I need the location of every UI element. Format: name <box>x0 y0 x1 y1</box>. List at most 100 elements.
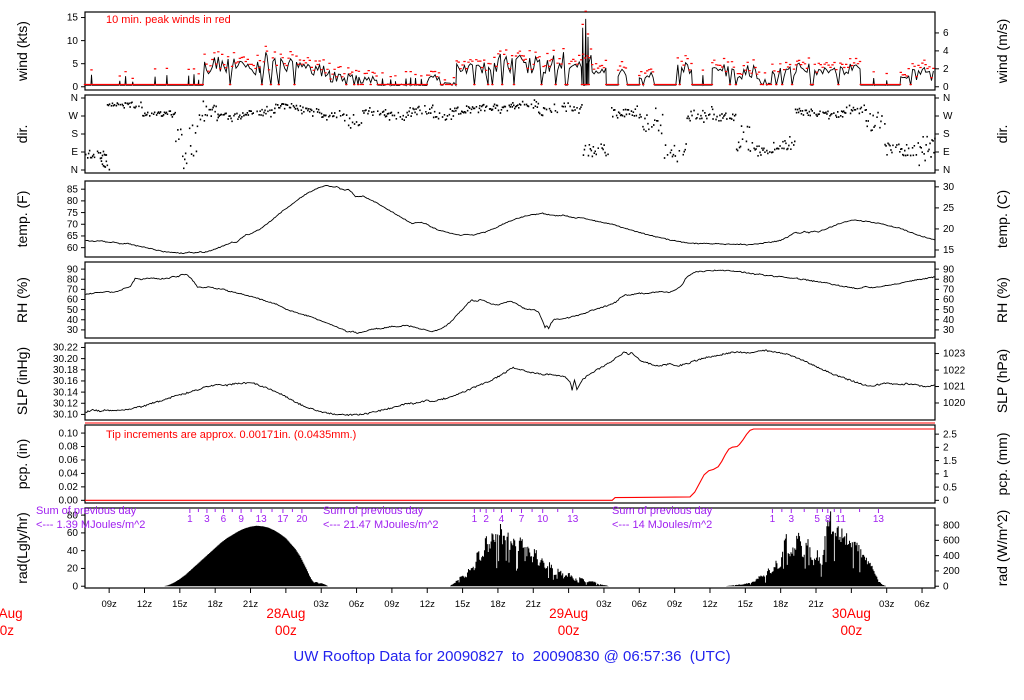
rh-ytick-label-left: 90 <box>67 264 79 275</box>
temp-ytick-label-left: 85 <box>67 184 79 195</box>
rad-cum-label: 17 <box>277 514 289 525</box>
rh-ytick-label-left: 60 <box>67 295 79 306</box>
slp-ytick-label-left: 30.18 <box>53 365 78 376</box>
dir-ytick-label-left: E <box>71 147 78 158</box>
rh-ytick-label-right: 40 <box>943 315 955 326</box>
rh-axis-label-left: RH (%) <box>14 277 30 323</box>
slp-ytick-label-left: 30.20 <box>53 354 78 365</box>
x-tick-label: 06z <box>632 599 648 610</box>
rad-cum-label: 10 <box>537 514 549 525</box>
temp-ytick-label-left: 60 <box>67 243 79 254</box>
temp-series <box>85 184 936 255</box>
rh-ytick-label-right: 30 <box>943 325 955 336</box>
wind-ytick-label-right: 6 <box>943 28 949 39</box>
pcp-ytick-label-left: 0.04 <box>59 469 79 480</box>
slp-axis-label-right: SLP (hPa) <box>994 348 1010 414</box>
pcp-panel <box>84 424 936 504</box>
wind-sustained-series <box>85 18 934 87</box>
rad-day-sum-3-title: Sum of previous day <box>612 505 713 517</box>
x-tick-label: 12z <box>702 599 718 610</box>
x-tick-label: 18z <box>490 599 506 610</box>
wind-ytick-label-right: 0 <box>943 82 949 93</box>
pcp-axis-label-right: pcp. (mm) <box>994 432 1010 496</box>
day-time-label: 00z <box>0 623 14 638</box>
rad-cum-label: 7 <box>519 514 525 525</box>
rad-cum-label: 4 <box>499 514 505 525</box>
rad-cum-label: 20 <box>296 514 308 525</box>
slp-ytick-label-right: 1022 <box>943 365 966 376</box>
pcp-ytick-label-right: 0 <box>943 496 949 507</box>
rad-ytick-label-right: 200 <box>943 566 960 577</box>
wind-ytick-label-right: 4 <box>943 46 949 57</box>
slp-panel <box>84 342 936 421</box>
temp-ytick-label-right: 30 <box>943 182 955 193</box>
rh-ytick-label-right: 90 <box>943 264 955 275</box>
x-tick-label: 21z <box>243 599 259 610</box>
dir-axis-label-left: dir. <box>14 124 30 144</box>
x-tick-label: 09z <box>384 599 400 610</box>
wind-peak-series <box>83 10 935 86</box>
day-label: 29Aug <box>549 606 588 621</box>
rad-ytick-label-right: 400 <box>943 551 960 562</box>
x-tick-label: 21z <box>526 599 542 610</box>
pcp-ytick-label-right: 2 <box>943 443 949 454</box>
dir-ytick-label-right: N <box>943 165 950 176</box>
pcp-ytick-label-right: 1 <box>943 469 949 480</box>
wind-axis-label-left: wind (kts) <box>14 21 30 81</box>
pcp-ytick-label-left: 0.00 <box>59 496 79 507</box>
x-tick-label: 15z <box>172 599 188 610</box>
dir-ytick-label-right: S <box>943 129 950 140</box>
rh-ytick-label-left: 50 <box>67 305 79 316</box>
day-time-label: 00z <box>840 623 862 638</box>
day-time-label: 00z <box>558 623 580 638</box>
pcp-ytick-label-left: 0.06 <box>59 455 79 466</box>
rad-day-sum-2: Sum of previous day <--- 21.47 MJoules/m… <box>323 504 439 532</box>
slp-axis-label-left: SLP (inHg) <box>14 346 30 416</box>
temp-ytick-label-right: 25 <box>943 203 955 214</box>
wind-ytick-label-left: 0 <box>72 82 78 93</box>
rad-day-sum-3-value: <--- 14 MJoules/m^2 <box>612 519 713 531</box>
temp-ytick-label-right: 20 <box>943 224 955 235</box>
day-label: 27Aug <box>0 606 23 621</box>
rh-ytick-label-right: 50 <box>943 305 955 316</box>
rad-day-sum-1-value: <--- 1.39 MJoules/m^2 <box>36 519 146 531</box>
slp-ytick-label-left: 30.12 <box>53 398 78 409</box>
temp-ytick-label-left: 80 <box>67 196 79 207</box>
dir-ytick-label-right: N <box>943 93 950 104</box>
pcp-cumulative-series <box>85 428 935 501</box>
dir-ytick-label-left: N <box>71 165 78 176</box>
x-tick-label: 12z <box>137 599 153 610</box>
rad-cum-label: 6 <box>221 514 227 525</box>
x-tick-label: 06z <box>914 599 930 610</box>
day-label: 28Aug <box>266 606 305 621</box>
rad-ytick-label-left: 20 <box>67 564 79 575</box>
pcp-ytick-label-right: 2.5 <box>943 429 957 440</box>
x-tick-label: 09z <box>667 599 683 610</box>
temp-ytick-label-left: 70 <box>67 219 79 230</box>
pcp-ytick-label-right: 1.5 <box>943 456 957 467</box>
rad-cum-label: 5 <box>814 514 820 525</box>
wind-ytick-label-left: 15 <box>67 13 79 24</box>
rh-series <box>85 269 936 334</box>
rad-axis-label-left: rad(Lgly/hr) <box>14 512 30 584</box>
temp-axis-label-right: temp. (C) <box>994 189 1010 249</box>
rad-day-sum-1: Sum of previous day <--- 1.39 MJoules/m^… <box>36 504 145 532</box>
wind-axis-label-right: wind (m/s) <box>994 18 1010 84</box>
rh-axis-label-right: RH (%) <box>994 277 1010 323</box>
temp-panel <box>84 180 936 258</box>
pcp-ytick-label-left: 0.08 <box>59 442 79 453</box>
pcp-axis-label-left: pcp. (in) <box>14 438 30 490</box>
rh-ytick-label-left: 30 <box>67 325 79 336</box>
rad-cum-label: 8 <box>825 514 831 525</box>
dir-panel <box>84 94 936 174</box>
wind-ytick-label-left: 10 <box>67 36 79 47</box>
rad-cum-label: 13 <box>256 514 268 525</box>
x-tick-label: 18z <box>208 599 224 610</box>
rad-cum-label: 3 <box>788 514 794 525</box>
rh-ytick-label-right: 60 <box>943 295 955 306</box>
slp-ytick-label-right: 1023 <box>943 349 966 360</box>
rad-ytick-label-right: 0 <box>943 581 949 592</box>
day-time-label: 00z <box>275 623 297 638</box>
rad-cum-label: 1 <box>770 514 776 525</box>
